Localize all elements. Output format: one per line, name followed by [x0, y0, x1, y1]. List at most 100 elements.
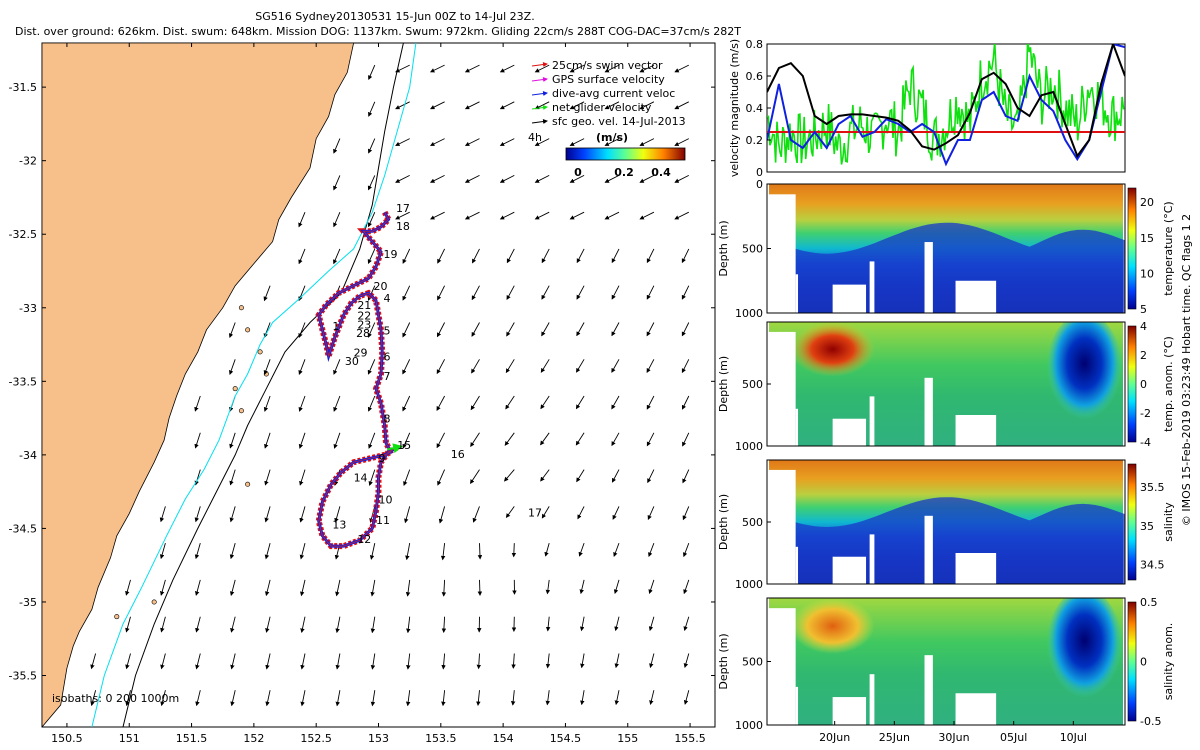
map-ytick-label-2: -32.5 — [9, 228, 37, 241]
temp_anom-gap-1 — [795, 408, 799, 446]
sfc-arrow-103 — [395, 138, 410, 146]
day-label-13: 6 — [383, 351, 390, 364]
sfc-arrow-11 — [160, 616, 166, 633]
net-velocity-arrow — [386, 443, 404, 454]
sfc-arrow-118 — [405, 690, 411, 707]
sfc-arrow-105 — [395, 211, 410, 220]
sal_anom-cbtick-0: -0.5 — [1140, 715, 1161, 728]
velocity-series-sfc — [767, 44, 1125, 159]
sfc-arrow-267 — [683, 579, 690, 595]
salinity-cbtick-0: 34.5 — [1140, 559, 1165, 572]
sfc-arrow-240 — [646, 285, 655, 300]
sfc-arrow-71 — [333, 359, 341, 375]
velocity-y-ticks: 0 0.2 0.4 0.6 0.8 — [746, 38, 771, 179]
sfc-arrow-80 — [335, 690, 341, 707]
sfc-arrow-194 — [545, 690, 551, 706]
sfc-arrow-67 — [333, 212, 341, 228]
sfc-arrow-131 — [437, 469, 446, 486]
sfc-arrow-62 — [300, 653, 306, 670]
sfc-arrow-45 — [264, 579, 271, 597]
legend-gps-arrow-icon — [531, 77, 548, 83]
temperature-gap-0 — [767, 194, 796, 313]
sfc-arrow-205 — [575, 395, 585, 410]
sfc-arrow-18 — [194, 506, 201, 523]
sfc-arrow-102 — [395, 101, 410, 110]
sfc-arrow-8 — [159, 506, 166, 523]
sfc-arrow-204 — [576, 359, 585, 373]
sfc-arrow-95 — [369, 543, 376, 560]
temp_anom-field — [767, 322, 1125, 446]
sfc-arrow-145 — [471, 285, 480, 301]
day-label-19: 14 — [354, 471, 368, 484]
sfc-arrow-226 — [611, 469, 620, 483]
temp_anom-gap-5 — [955, 415, 997, 446]
temperature-gap-1 — [795, 274, 799, 313]
sfc-arrow-89 — [367, 322, 376, 338]
day-label-1: 18 — [396, 220, 410, 233]
sfc-arrow-98 — [370, 653, 376, 670]
sfc-arrow-111 — [402, 432, 411, 449]
sfc-arrow-33 — [230, 616, 236, 633]
sfc-arrow-193 — [545, 653, 551, 669]
sfc-arrow-121 — [429, 101, 445, 110]
temp_anom-warm-blob — [790, 322, 875, 377]
sfc-arrow-110 — [402, 395, 411, 412]
map-xtick-label-10: 155.5 — [674, 732, 706, 745]
sfc-arrow-31 — [229, 542, 236, 560]
sfc-arrow-258 — [681, 248, 690, 264]
sfc-arrow-21 — [195, 616, 201, 633]
sfc-arrow-241 — [646, 322, 655, 337]
sal_anom-gap-1 — [795, 686, 799, 725]
sfc-arrow-160 — [499, 138, 515, 146]
temp-anom-panel: 500 1000 Depth (m) -4 -2 0 2 4 temp. anom. (°C) — [717, 320, 1175, 453]
sfc-arrow-167 — [505, 395, 515, 410]
sfc-arrow-208 — [577, 506, 585, 520]
sfc-arrow-216 — [604, 101, 620, 110]
island-4 — [232, 386, 238, 392]
sfc-arrow-83 — [368, 101, 376, 117]
sfc-arrow-252 — [653, 726, 654, 727]
map-xtick-label-8: 154.5 — [550, 732, 582, 745]
island-7 — [114, 614, 120, 620]
sfc-arrow-247 — [648, 542, 655, 558]
sfc-arrow-133 — [440, 543, 446, 561]
sfc-arrow-181 — [534, 211, 550, 220]
sfc-arrow-236 — [639, 138, 655, 146]
map-xtick-label-9: 155 — [617, 732, 638, 745]
sfc-arrow-57 — [299, 469, 306, 486]
sfc-arrow-43 — [264, 506, 271, 523]
isobath-200m — [91, 43, 417, 727]
sfc-arrow-164 — [506, 285, 515, 300]
sfc-arrow-201 — [576, 248, 585, 264]
sfc-arrow-200 — [569, 211, 585, 220]
sfc-arrow-25 — [228, 322, 236, 339]
sfc-arrow-219 — [604, 211, 620, 220]
sal-anom-panel: 500 1000 Depth (m) -0.5 0 0.5 salinity anom. — [717, 596, 1175, 732]
sfc-arrow-91 — [367, 395, 376, 412]
legend-swim-label: 25cm/s swim vector — [552, 59, 663, 72]
temperature-panel: 0 500 1000 Depth (m) 5 10 15 20 temperature (°C) — [717, 178, 1175, 320]
colorbar-tick-0: 0 — [574, 166, 582, 179]
temperature-ytick-label-1: 500 — [742, 243, 763, 256]
sfc-arrow-32 — [229, 579, 236, 596]
colorbar-tick-1: 0.2 — [614, 166, 634, 179]
sfc-arrow-84 — [367, 138, 376, 154]
sfc-arrow-214 — [583, 726, 585, 727]
legend-sfc-label: sfc geo. vel. 14-Jul-2013 — [552, 115, 686, 128]
island-2 — [257, 349, 263, 355]
sal_anom-cbtick-1: 0 — [1140, 656, 1147, 669]
sfc-arrow-114 — [405, 543, 411, 561]
vel-ytick-label-0: 0 — [756, 166, 763, 179]
sal_anom-gap-0 — [767, 608, 796, 725]
sfc-arrow-124 — [429, 211, 445, 220]
day-label-3: 20 — [374, 280, 388, 293]
velocity-ylabel: velocity magnitude (m/s) — [728, 39, 741, 177]
sfc-arrow-35 — [230, 690, 236, 707]
sfc-arrow-162 — [499, 211, 515, 220]
sfc-arrow-157 — [479, 726, 480, 727]
sfc-arrow-225 — [611, 432, 620, 447]
salinity-colorbar — [1127, 463, 1137, 581]
sfc-arrow-243 — [646, 395, 655, 410]
sfc-arrow-87 — [367, 248, 376, 265]
sfc-arrow-47 — [265, 653, 271, 670]
